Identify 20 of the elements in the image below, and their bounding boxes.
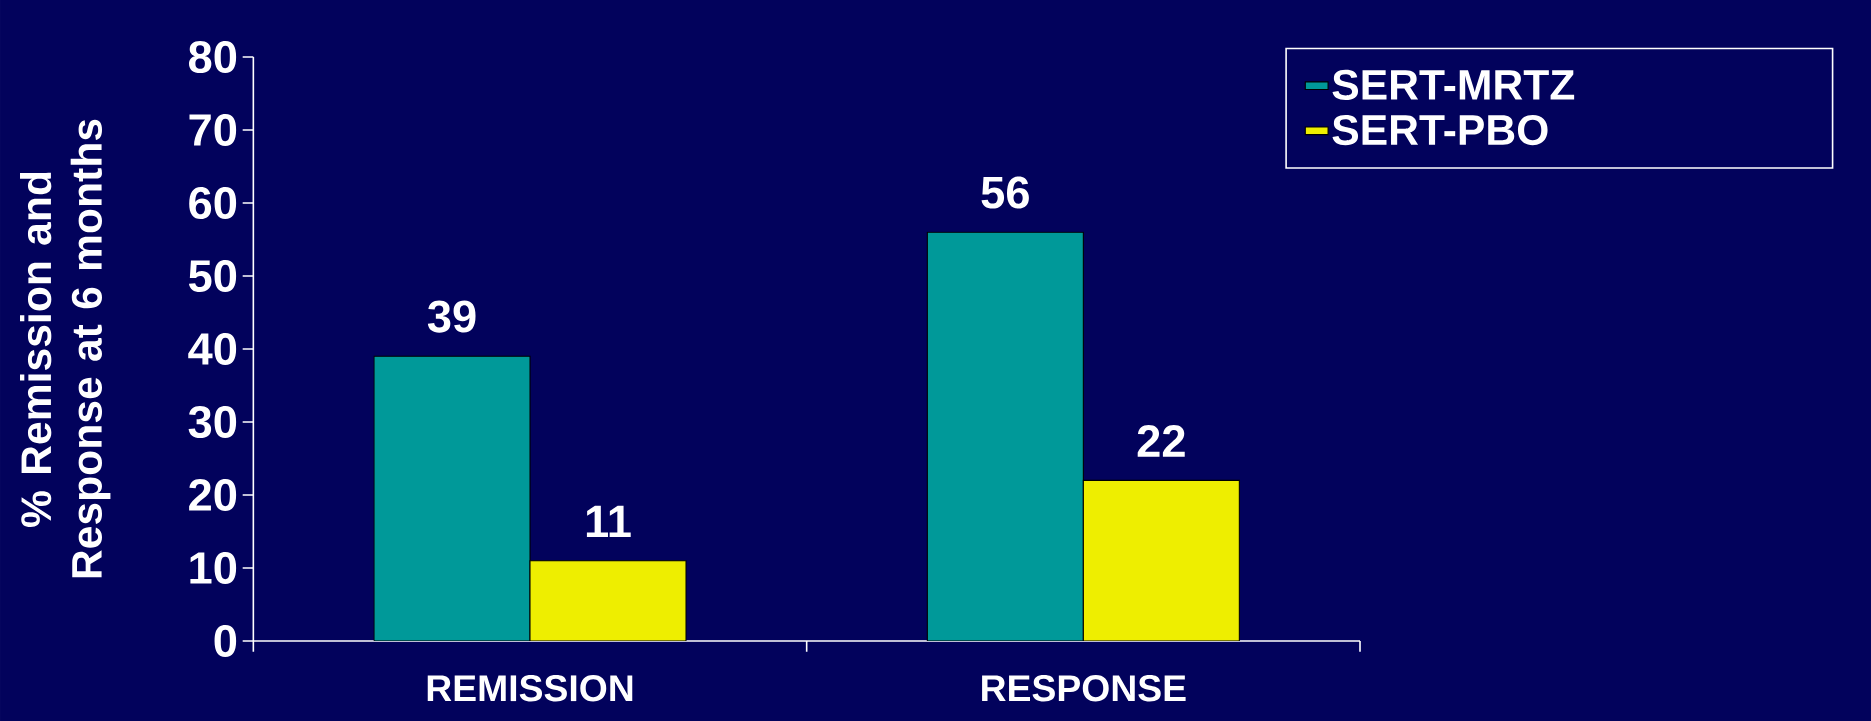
y-tick-label: 0 bbox=[214, 624, 237, 658]
data-label: 39 bbox=[427, 300, 476, 333]
bar bbox=[529, 560, 687, 641]
y-tick-label: 40 bbox=[188, 332, 237, 366]
y-tick-label: 50 bbox=[188, 259, 237, 293]
x-tick-label: RESPONSE bbox=[982, 675, 1186, 702]
y-tick-label: 60 bbox=[189, 186, 237, 220]
y-tick-label: 70 bbox=[189, 113, 237, 147]
y-tick-label: 20 bbox=[189, 478, 237, 512]
legend-label: SERT-PBO bbox=[1332, 114, 1548, 146]
y-axis-title: % Remission and Response at 6 months bbox=[20, 119, 111, 578]
bar bbox=[1082, 479, 1240, 641]
y-tick-label: 30 bbox=[188, 405, 237, 439]
data-label: 22 bbox=[1137, 425, 1185, 457]
legend-label: SERT-MRTZ bbox=[1332, 69, 1575, 100]
y-tick-label: 80 bbox=[188, 40, 237, 74]
data-label: 56 bbox=[981, 176, 1029, 209]
data-label: 11 bbox=[586, 505, 631, 538]
x-tick-label: REMISSION bbox=[427, 675, 633, 702]
y-tick-label: 10 bbox=[190, 551, 237, 585]
